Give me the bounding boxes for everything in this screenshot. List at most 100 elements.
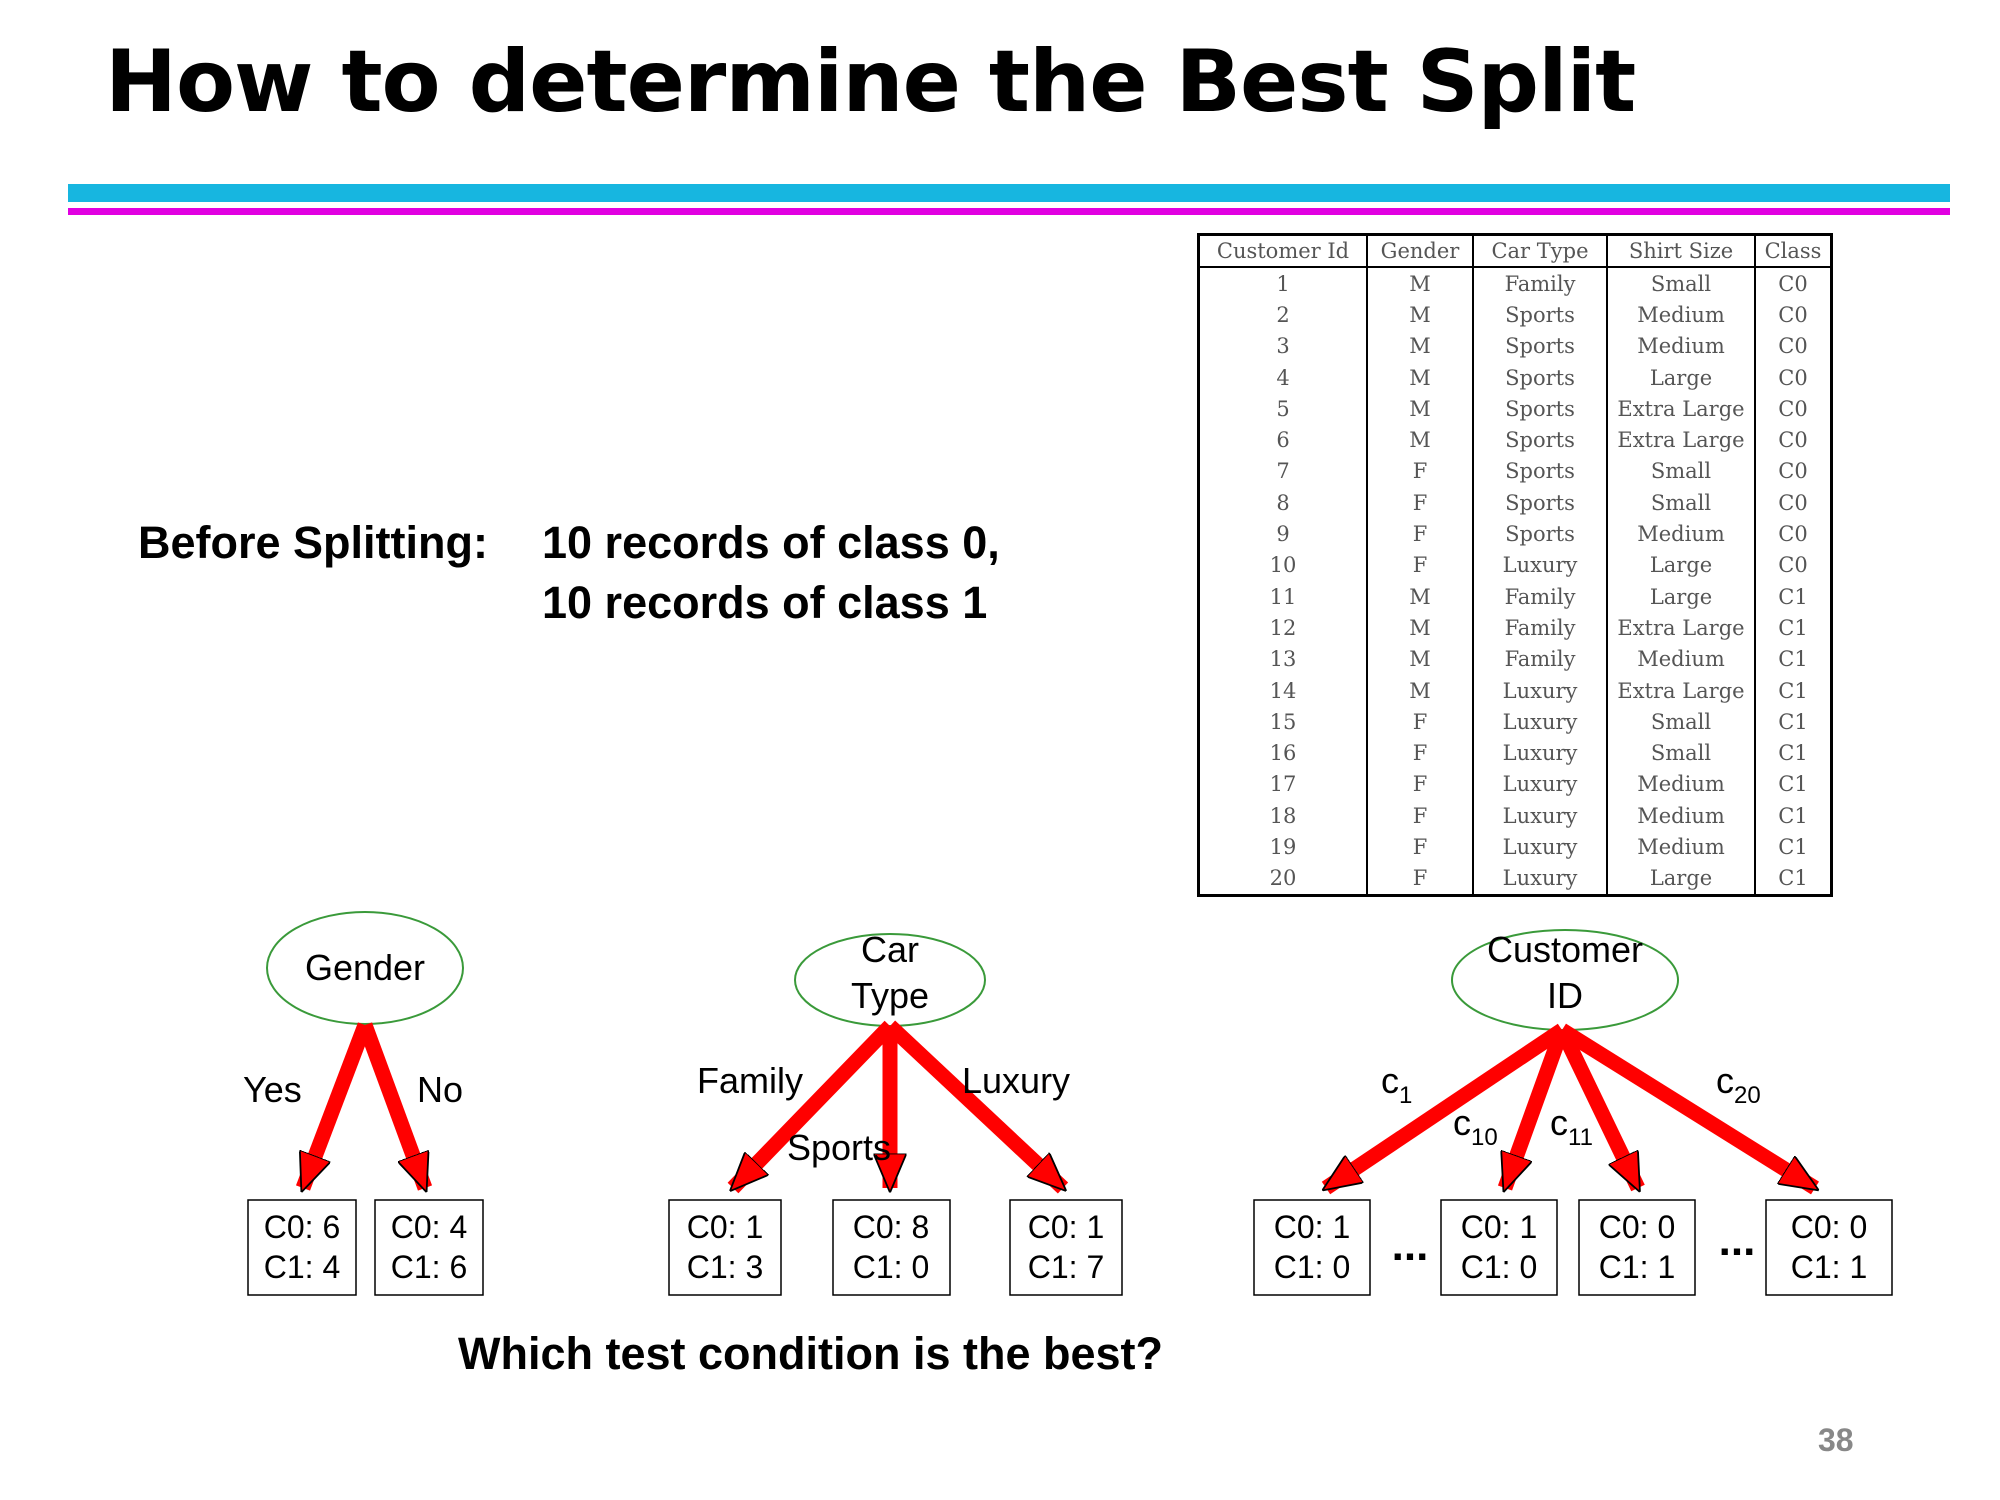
table-cell: M [1366,674,1474,707]
table-cell: M [1366,580,1474,613]
car-type-branch-arrow [884,1020,1069,1194]
table-cell: Luxury [1472,768,1608,801]
car-type-leaf-box [1009,1199,1123,1296]
leaf-c0-count: C0: 1 [1028,1209,1104,1245]
customer-id-branch-arrow [1497,1027,1570,1188]
table-cell: 6 [1197,424,1368,456]
table-row: 6 M Sports Extra Large C0 [1197,424,1833,456]
table-cell: Small [1606,487,1756,519]
table-cell: 14 [1197,674,1368,707]
title-rule-magenta [68,208,1950,215]
leaf-c0-count: C0: 0 [1599,1209,1675,1245]
table-cell: 16 [1197,737,1368,769]
page-number: 38 [1818,1422,1854,1458]
branch-label-family: Family [697,1060,803,1101]
table-row: 1 M Family Small C0 [1197,267,1833,300]
table-cell: Medium [1606,299,1756,331]
table-cell: 10 [1197,549,1368,581]
leaf-c1-count: C1: 1 [1599,1249,1675,1285]
table-cell: Extra Large [1606,393,1756,425]
title-rule-blue [68,184,1950,202]
table-header-cell: Class [1754,234,1833,268]
table-row: 3 M Sports Medium C0 [1197,330,1833,362]
table-cell: F [1366,487,1474,519]
table-row: 8 F Sports Small C0 [1197,487,1833,519]
branch-label-c20: c20 [1716,1060,1761,1109]
gender-tree: Gender Yes No C0: 6 C1: 4 C0: 4 C1: 6 [243,911,484,1296]
table-cell: 11 [1197,580,1368,613]
table-cell: C1 [1754,643,1833,675]
table-cell: Luxury [1472,800,1608,832]
customer-id-node-label-line1: Customer [1487,929,1643,970]
leaf-c0-count: C0: 1 [1461,1209,1537,1245]
table-header-cell: Gender [1366,234,1474,268]
table-cell: Extra Large [1606,674,1756,707]
table-cell: C0 [1754,455,1833,488]
table-cell: F [1366,455,1474,488]
table-cell: Medium [1606,800,1756,832]
table-header-row: Customer Id Gender Car Type Shirt Size C… [1197,234,1833,268]
table-cell: F [1366,831,1474,863]
table-cell: 13 [1197,643,1368,675]
table-row: 12 M Family Extra Large C1 [1197,612,1833,644]
table-cell: Small [1606,267,1756,300]
leaf-c1-count: C1: 1 [1791,1249,1867,1285]
branch-label-luxury: Luxury [962,1060,1070,1101]
customer-id-leaf-box [1440,1199,1558,1296]
table-cell: Family [1472,267,1608,300]
table-cell: Small [1606,455,1756,488]
table-cell: C1 [1754,580,1833,613]
customer-id-node-label-line2: ID [1547,975,1583,1016]
table-header-cell: Customer Id [1197,234,1368,268]
table-row: 13 M Family Medium C1 [1197,643,1833,675]
table-cell: Sports [1472,393,1608,425]
customer-id-leaf-box [1578,1199,1696,1296]
customer-data-table: Customer Id Gender Car Type Shirt Size C… [1197,233,1833,897]
gender-leaf-box [374,1199,484,1296]
table-cell: Medium [1606,643,1756,675]
table-row: 10 F Luxury Large C0 [1197,549,1833,581]
table-cell: C1 [1754,768,1833,801]
table-cell: C0 [1754,424,1833,456]
table-row: 4 M Sports Large C0 [1197,361,1833,394]
table-cell: C1 [1754,737,1833,769]
table-cell: 15 [1197,706,1368,738]
table-cell: M [1366,393,1474,425]
table-cell: 12 [1197,612,1368,644]
customer-id-leaf-box [1253,1199,1371,1296]
table-cell: C0 [1754,299,1833,331]
table-cell: C1 [1754,674,1833,707]
branch-label-c10: c10 [1453,1102,1498,1151]
table-cell: C0 [1754,549,1833,581]
table-row: 2 M Sports Medium C0 [1197,299,1833,331]
table-cell: Luxury [1472,862,1608,896]
table-cell: 17 [1197,768,1368,801]
table-cell: C0 [1754,330,1833,362]
table-cell: Family [1472,643,1608,675]
table-cell: 8 [1197,487,1368,519]
car-type-leaf-box [832,1199,951,1296]
leaf-c1-count: C1: 0 [1461,1249,1537,1285]
customer-id-branch-arrow [1558,1023,1815,1195]
table-cell: 9 [1197,518,1368,550]
leaf-c0-count: C0: 8 [853,1209,929,1245]
slide-title: How to determine the Best Split [105,32,1636,132]
table-cell: C0 [1754,267,1833,300]
car-type-node-label-line2: Type [851,975,929,1016]
branch-label-sports: Sports [787,1127,891,1168]
table-cell: 19 [1197,831,1368,863]
table-cell: 4 [1197,361,1368,394]
table-cell: M [1366,330,1474,362]
customer-id-tree: Customer ID c1 c10 c11 c20 C0: 1 C1: 0 .… [1253,929,1893,1296]
table-cell: Sports [1472,424,1608,456]
table-cell: F [1366,862,1474,896]
table-cell: M [1366,267,1474,300]
table-cell: Luxury [1472,737,1608,769]
table-row: 16 F Luxury Small C1 [1197,737,1833,769]
table-cell: F [1366,737,1474,769]
leaf-c0-count: C0: 0 [1791,1209,1867,1245]
table-cell: Large [1606,549,1756,581]
table-row: 7 F Sports Small C0 [1197,455,1833,488]
branch-label-c11: c11 [1550,1102,1593,1151]
table-cell: Family [1472,612,1608,644]
